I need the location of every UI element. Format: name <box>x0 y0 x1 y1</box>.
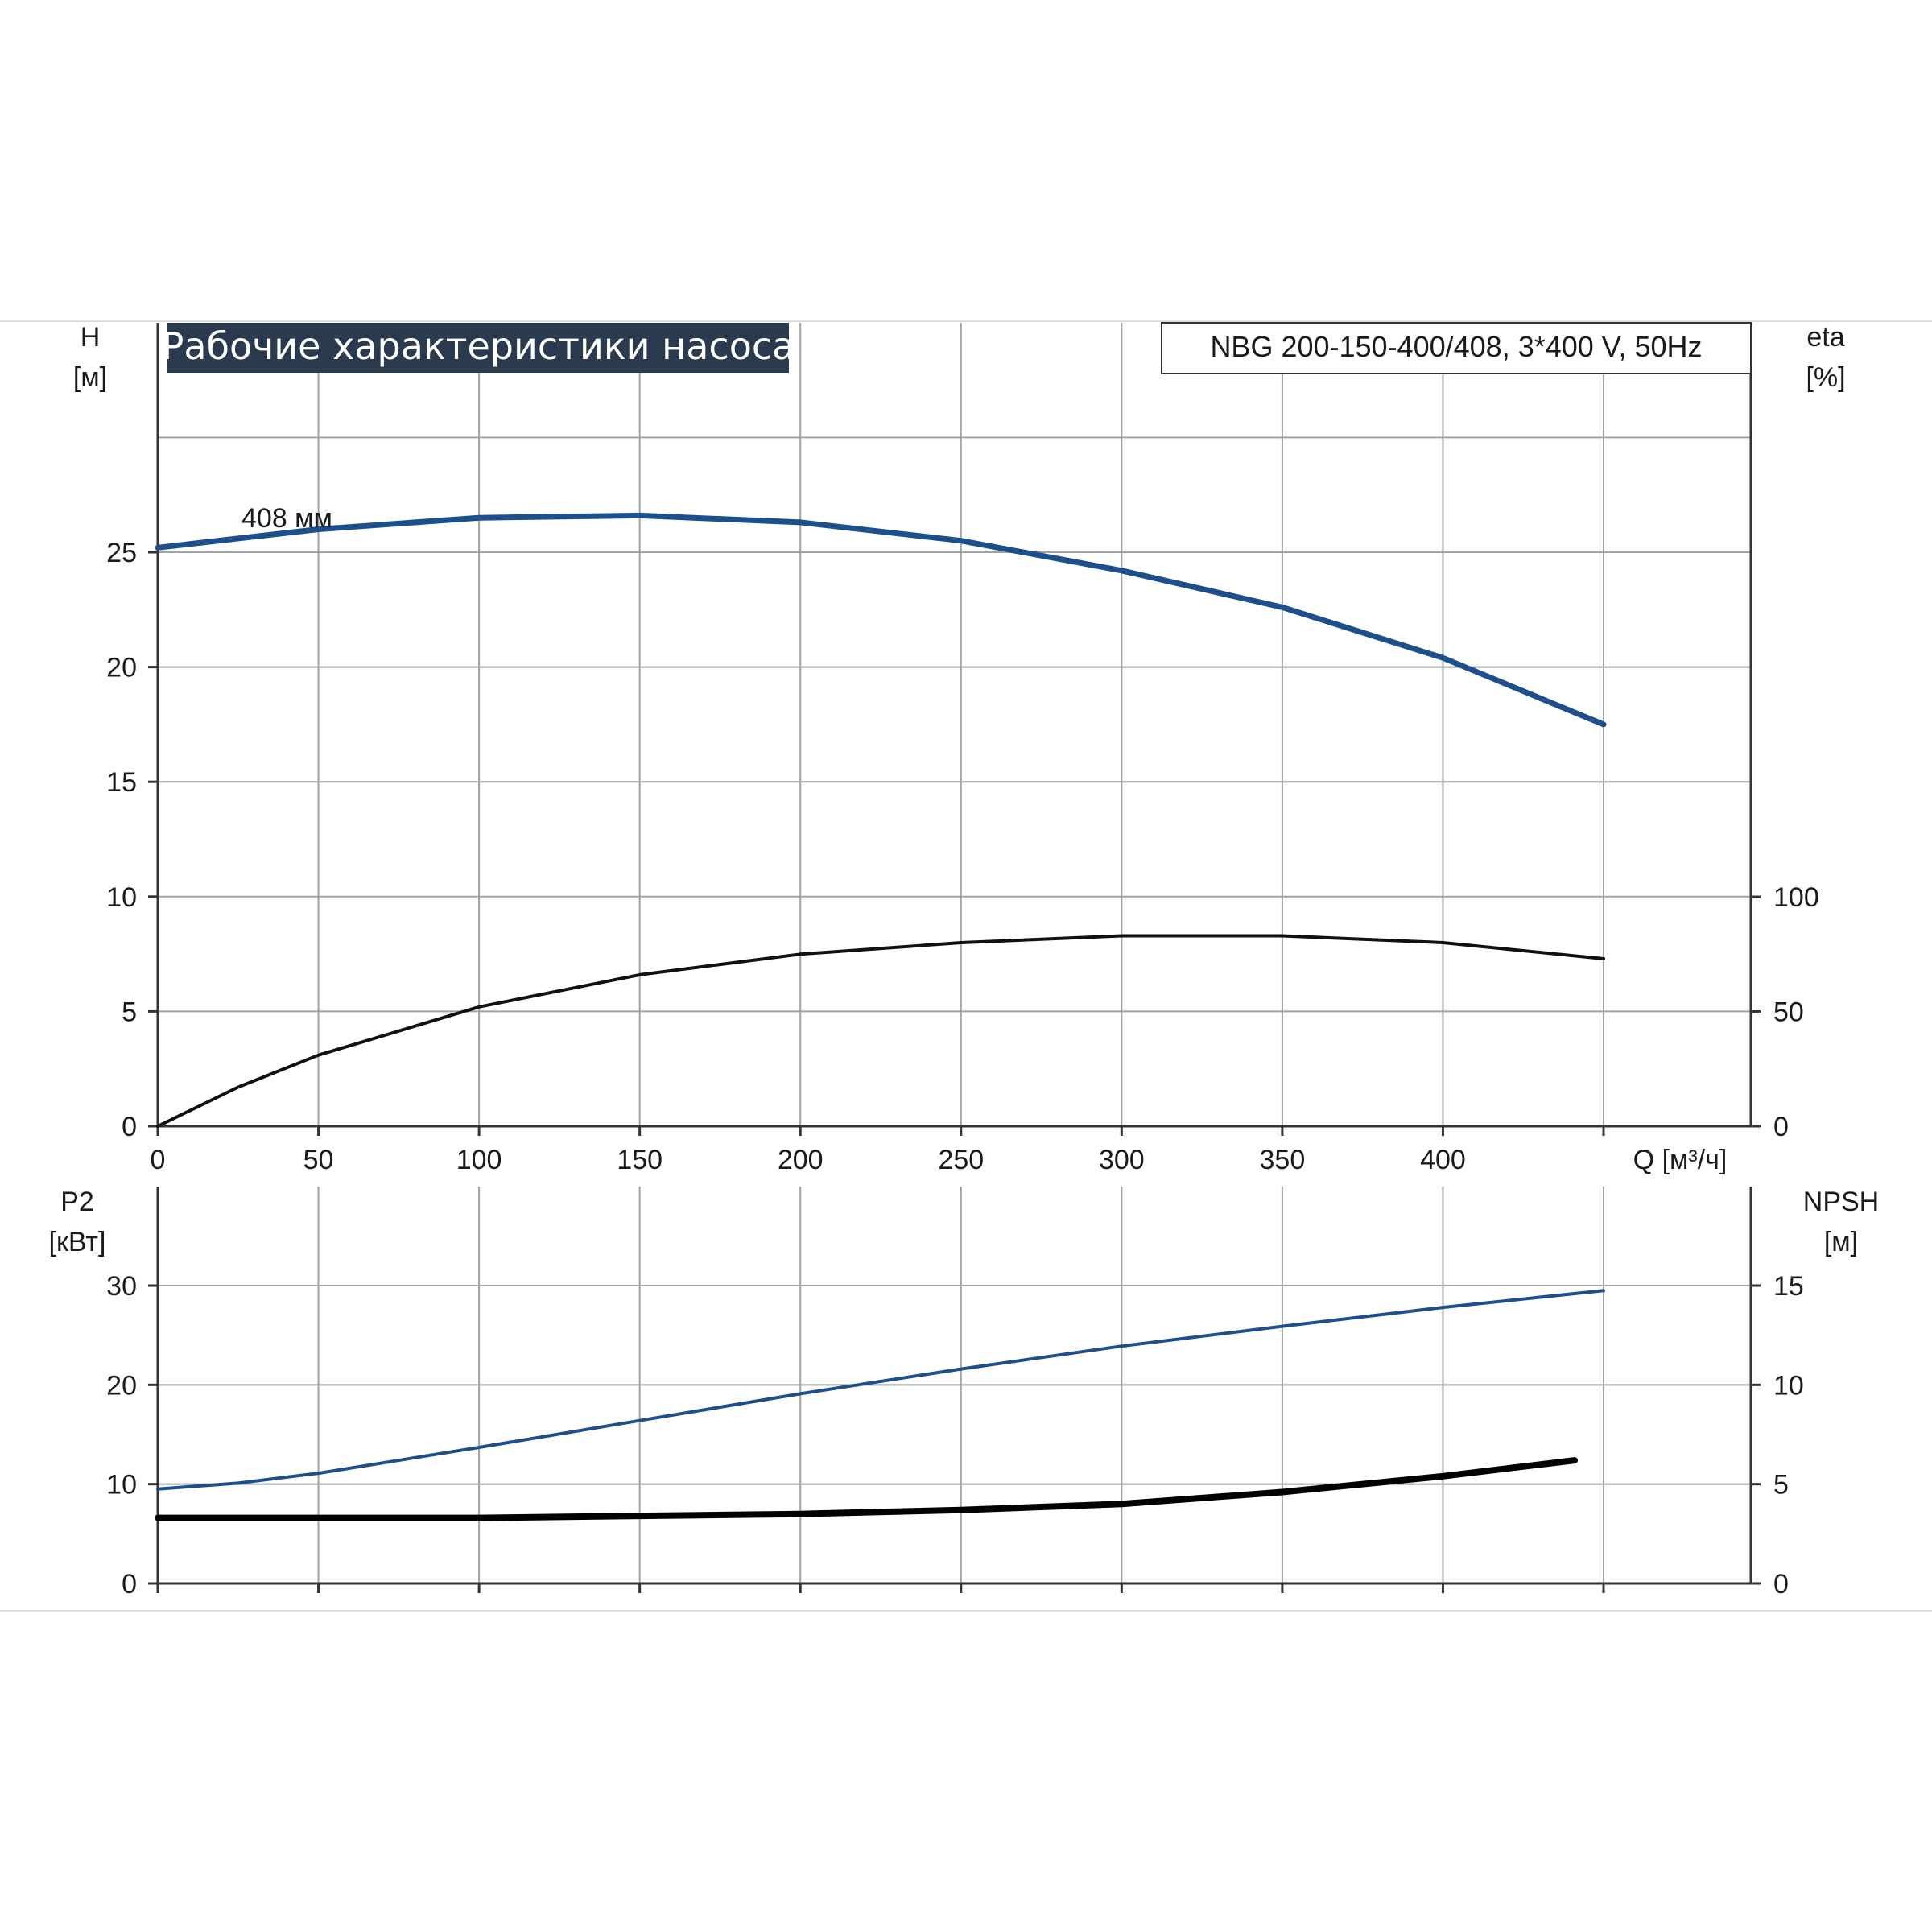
y-left-axis-unit: [кВт] <box>49 1227 106 1257</box>
y-left-tick-label: 0 <box>122 1112 137 1142</box>
y-left-tick-label: 10 <box>106 882 137 913</box>
chart-title: Рабочие характеристики насоса <box>162 324 795 368</box>
x-tick-label: 350 <box>1260 1145 1306 1175</box>
series-line <box>155 1457 1579 1521</box>
series-line <box>156 934 1605 1128</box>
x-axis-label: Q [м³/ч] <box>1633 1145 1728 1175</box>
y-left-tick-label: 10 <box>106 1470 137 1501</box>
y-left-tick-label: 5 <box>122 997 137 1027</box>
power-npsh-panel: 0 10 20 30 0 5 10 15 P2 [кВт] NPSH [м] <box>49 1187 1879 1600</box>
y-right-axis-label: eta <box>1806 322 1844 353</box>
y-right-axis-unit: [м] <box>1824 1227 1858 1257</box>
y-right-axis-label: NPSH <box>1803 1187 1879 1217</box>
model-box <box>1161 322 1752 374</box>
y-left-axis-unit: [м] <box>73 362 107 393</box>
y-left-axis-label: P2 <box>60 1187 94 1217</box>
y-left-tick-label: 0 <box>122 1569 137 1600</box>
y-right-tick-label: 100 <box>1773 882 1819 913</box>
y-right-tick-label: 5 <box>1773 1470 1789 1501</box>
y-left-tick-label: 30 <box>106 1271 137 1302</box>
y-right-tick-label: 10 <box>1773 1370 1804 1401</box>
y-left-axis-label: H <box>80 322 101 353</box>
y-left-tick-label: 15 <box>106 767 137 798</box>
x-tick-label: 300 <box>1099 1145 1145 1175</box>
x-tick-label: 50 <box>303 1145 334 1175</box>
y-right-axis-unit: [%] <box>1806 362 1845 393</box>
y-left-tick-label: 20 <box>106 1370 137 1401</box>
y-left-tick-label: 20 <box>106 653 137 683</box>
y-right-tick-label: 0 <box>1773 1112 1789 1142</box>
series-label: 408 мм <box>242 503 332 534</box>
title-banner <box>167 323 789 373</box>
y-left-tick-label: 25 <box>106 538 137 568</box>
x-tick-label: 200 <box>778 1145 824 1175</box>
model-label: NBG 200-150-400/408, 3*400 V, 50Hz <box>1210 330 1702 363</box>
x-tick-label: 400 <box>1420 1145 1466 1175</box>
series-line <box>156 1289 1605 1491</box>
y-right-tick-label: 15 <box>1773 1271 1804 1302</box>
series-line <box>155 512 1607 728</box>
x-tick-label: 150 <box>617 1145 663 1175</box>
y-right-tick-label: 0 <box>1773 1569 1789 1600</box>
x-tick-label: 100 <box>456 1145 502 1175</box>
y-right-tick-label: 50 <box>1773 997 1804 1028</box>
x-tick-label: 0 <box>151 1145 166 1175</box>
x-tick-label: 250 <box>938 1145 984 1175</box>
